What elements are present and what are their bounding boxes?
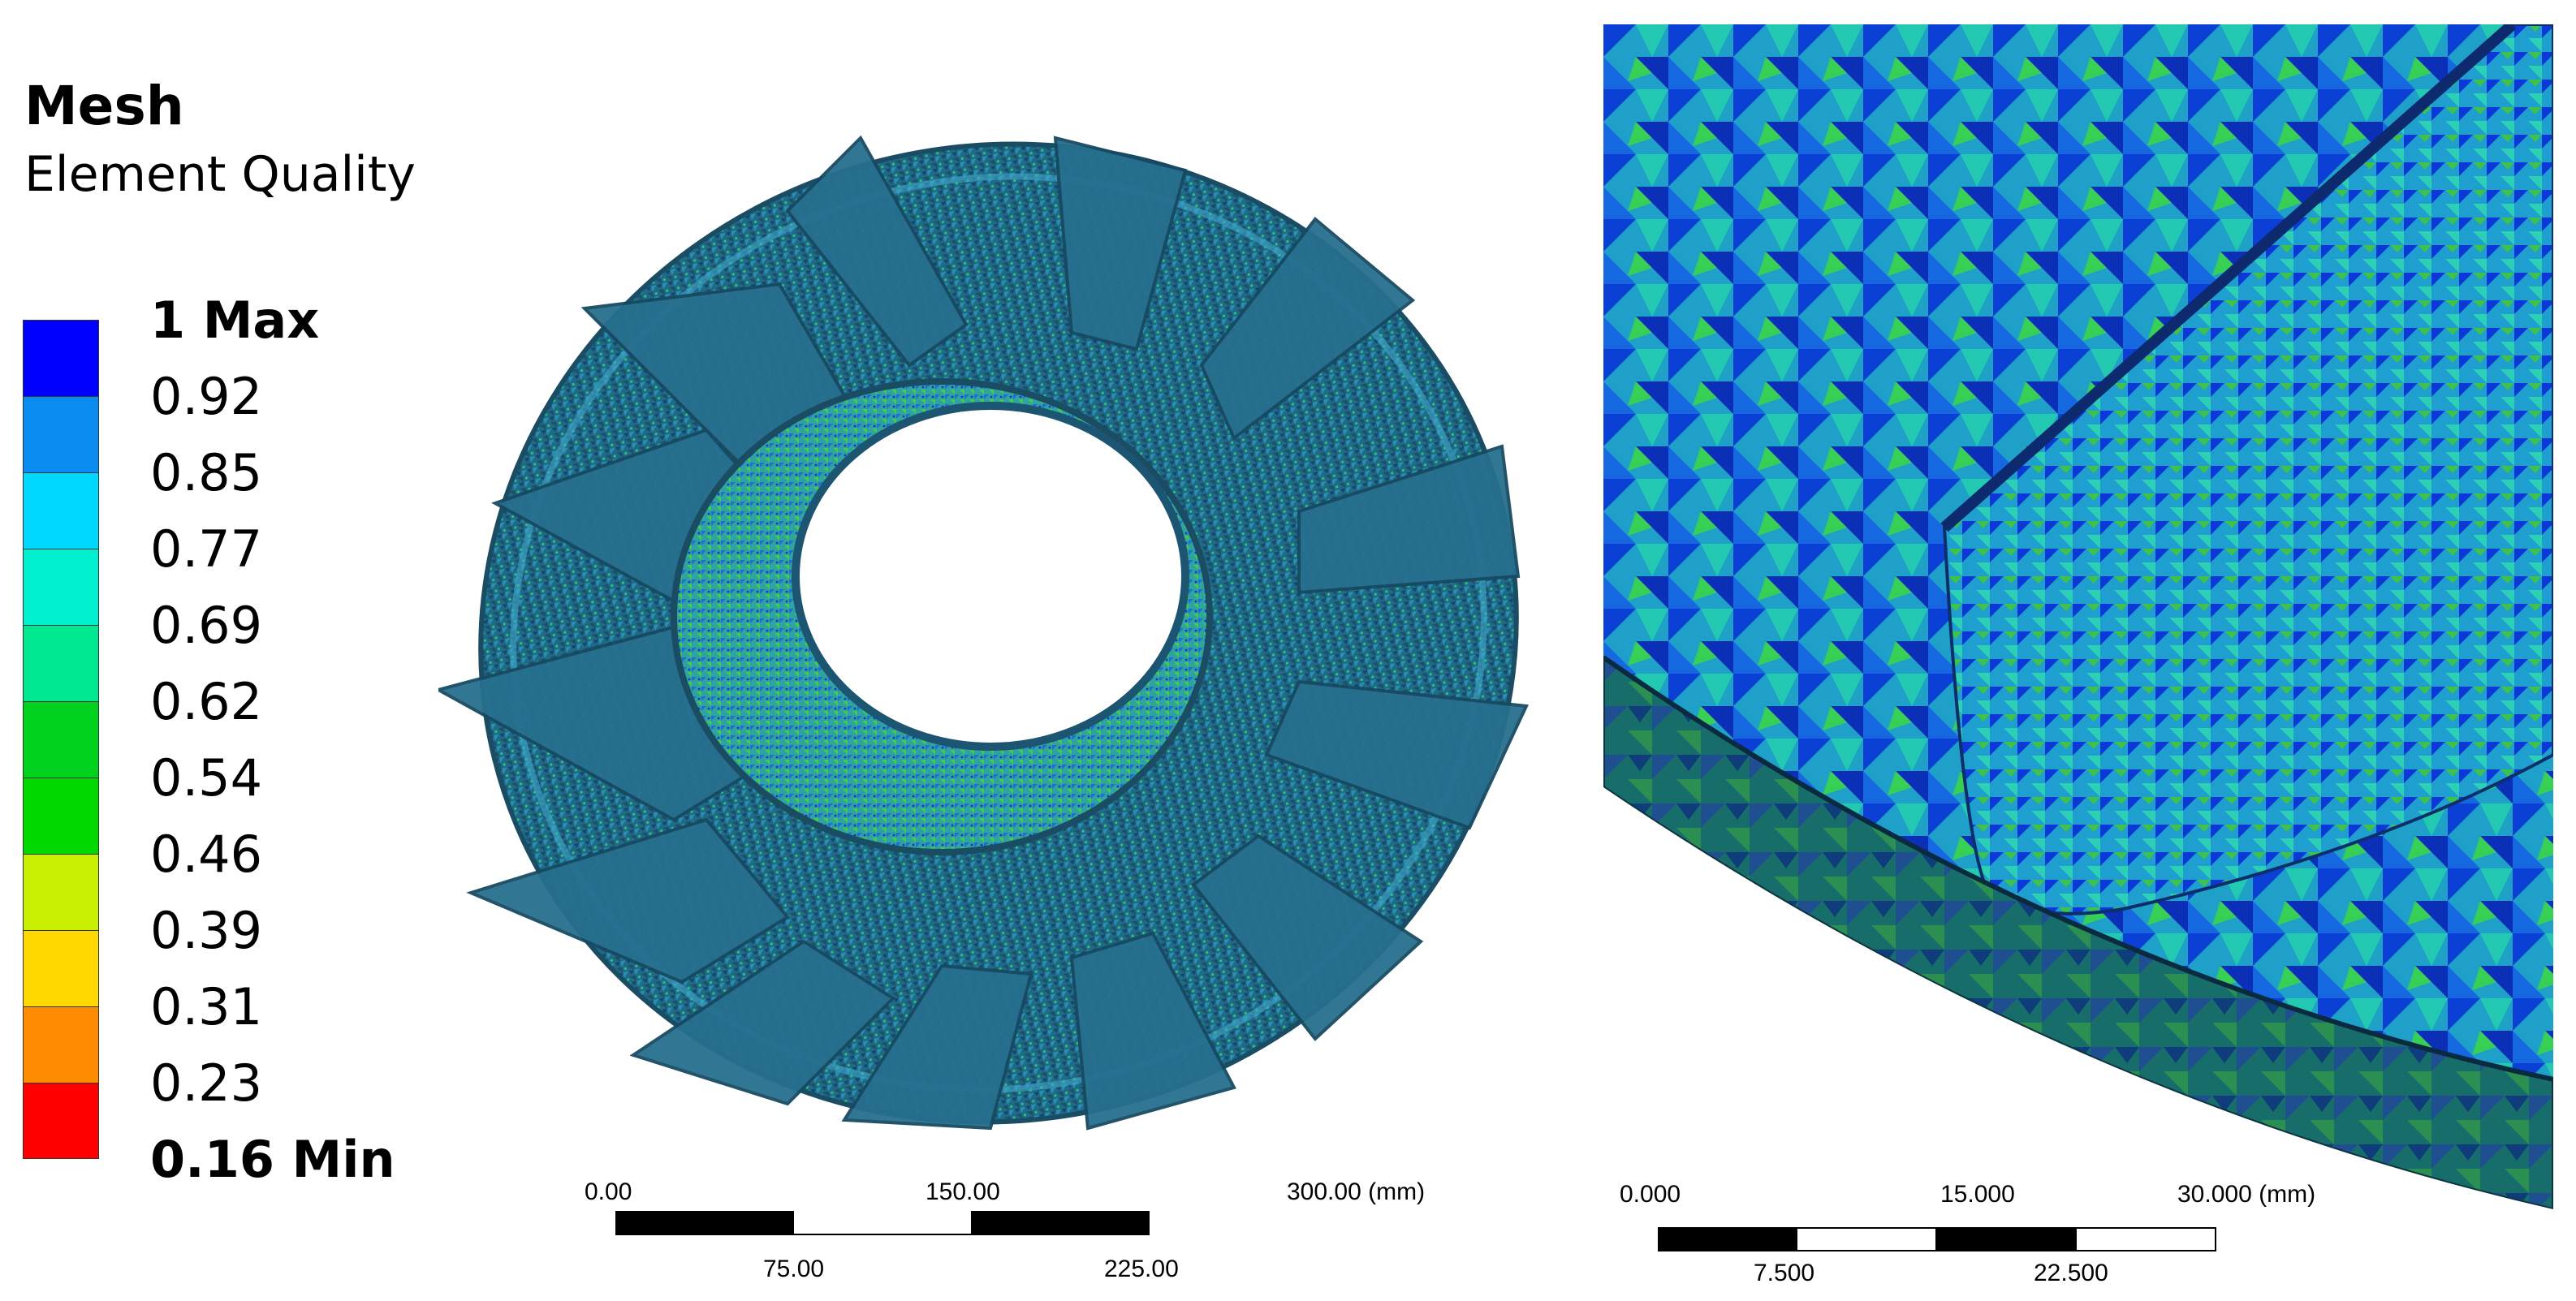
legend-tick-label: 0.85 [150,443,263,502]
legend-tick-label: 0.69 [150,596,263,655]
scale-left-seg-1 [615,1211,794,1235]
color-legend-bar [23,320,99,1159]
legend-swatch [23,930,99,1006]
scale-right-top-1: 15.000 [1940,1181,2015,1208]
legend-tick-label: 0.77 [150,519,263,579]
legend-swatch [23,1006,99,1083]
legend-swatch [23,472,99,549]
scale-right-seg-3 [1937,1227,2077,1251]
disc-edge [1603,655,2553,1082]
legend-tick-label: 0.31 [150,977,263,1036]
scale-right-seg-4 [2077,1227,2216,1251]
legend-swatch [23,625,99,701]
scale-left-top-0: 0.00 [585,1178,632,1205]
scale-left-top-1: 150.00 [926,1178,1000,1205]
scale-left-seg-3 [971,1211,1150,1235]
impeller-mesh-view [438,122,1559,1144]
scale-right-seg-2 [1797,1227,1937,1251]
legend-swatch [23,1083,99,1159]
scale-right-bottom-0: 7.500 [1754,1260,1815,1286]
scale-left-seg-2 [794,1211,971,1235]
scale-right-seg-1 [1658,1227,1797,1251]
blade-surface [1942,24,2553,915]
blade-top-edge [1940,24,2517,532]
legend-tick-label: 0.16 Min [150,1130,395,1189]
legend-swatch [23,701,99,778]
impeller-mesh-image [438,135,1529,1131]
legend-tick-label: 0.46 [150,825,263,884]
legend-swatch [23,320,99,396]
hub-bore [792,402,1189,751]
legend-title: Mesh [24,75,184,137]
legend-tick-label: 1 Max [150,291,320,350]
legend-swatch [23,778,99,854]
legend-swatch [23,549,99,625]
legend-tick-label: 0.39 [150,901,263,960]
legend-tick-label: 0.92 [150,367,263,426]
scale-left-bottom-0: 75.00 [763,1256,825,1282]
legend-swatch [23,396,99,472]
legend-subtitle: Element Quality [24,146,416,203]
zoomed-mesh-view [1603,24,2553,1226]
legend-tick-label: 0.23 [150,1053,263,1113]
scale-right-bottom-1: 22.500 [2034,1260,2108,1286]
legend-swatch [23,854,99,930]
scale-right-top-2: 30.000 (mm) [2177,1181,2316,1208]
scale-left-top-2: 300.00 (mm) [1287,1178,1426,1205]
legend-tick-label: 0.54 [150,748,263,808]
disc-bottom-face [1603,787,2553,1226]
legend-tick-label: 0.62 [150,672,263,731]
scale-left-bottom-1: 225.00 [1104,1256,1179,1282]
scale-right-top-0: 0.000 [1620,1181,1681,1208]
zoomed-mesh-image [1603,24,2553,1226]
